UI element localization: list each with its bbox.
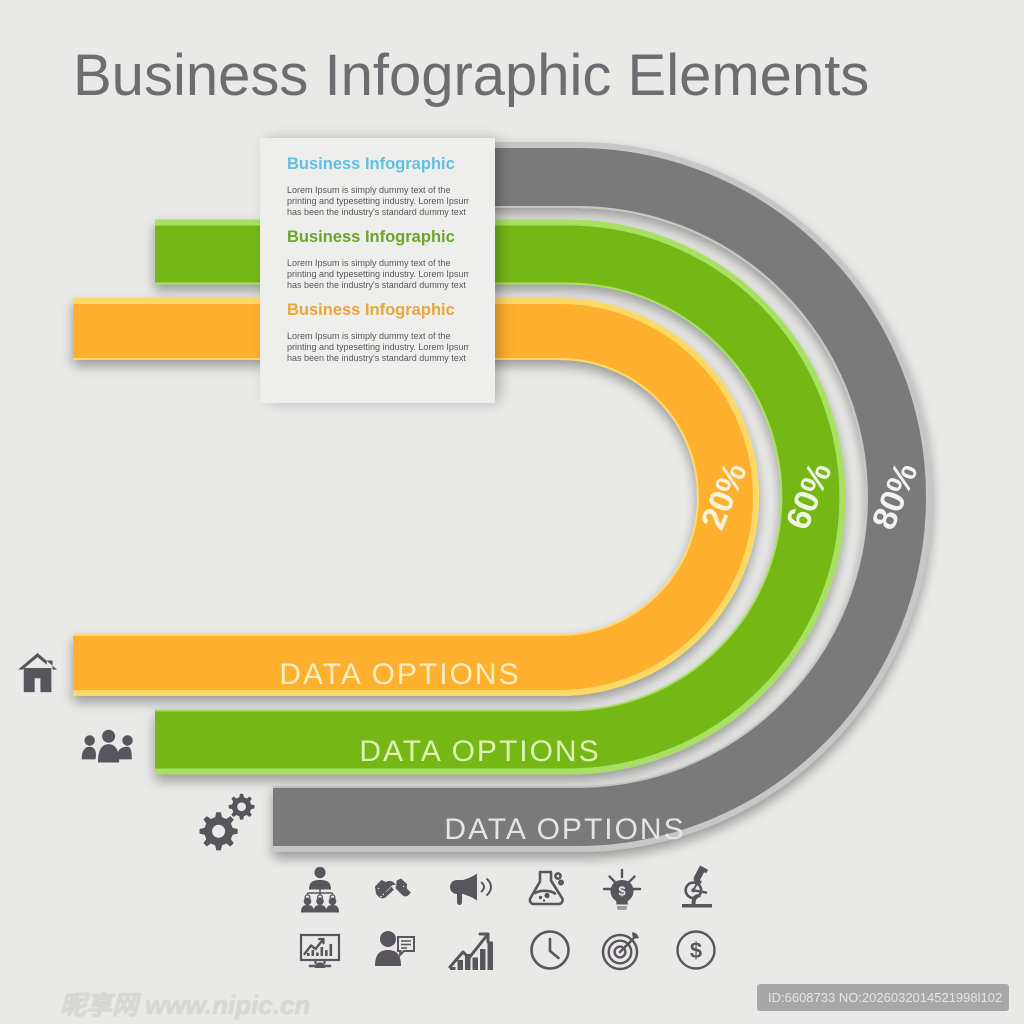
svg-text:DATA OPTIONS: DATA OPTIONS (279, 658, 520, 691)
svg-text:DATA OPTIONS: DATA OPTIONS (444, 813, 685, 846)
svg-text:DATA OPTIONS: DATA OPTIONS (359, 735, 600, 768)
